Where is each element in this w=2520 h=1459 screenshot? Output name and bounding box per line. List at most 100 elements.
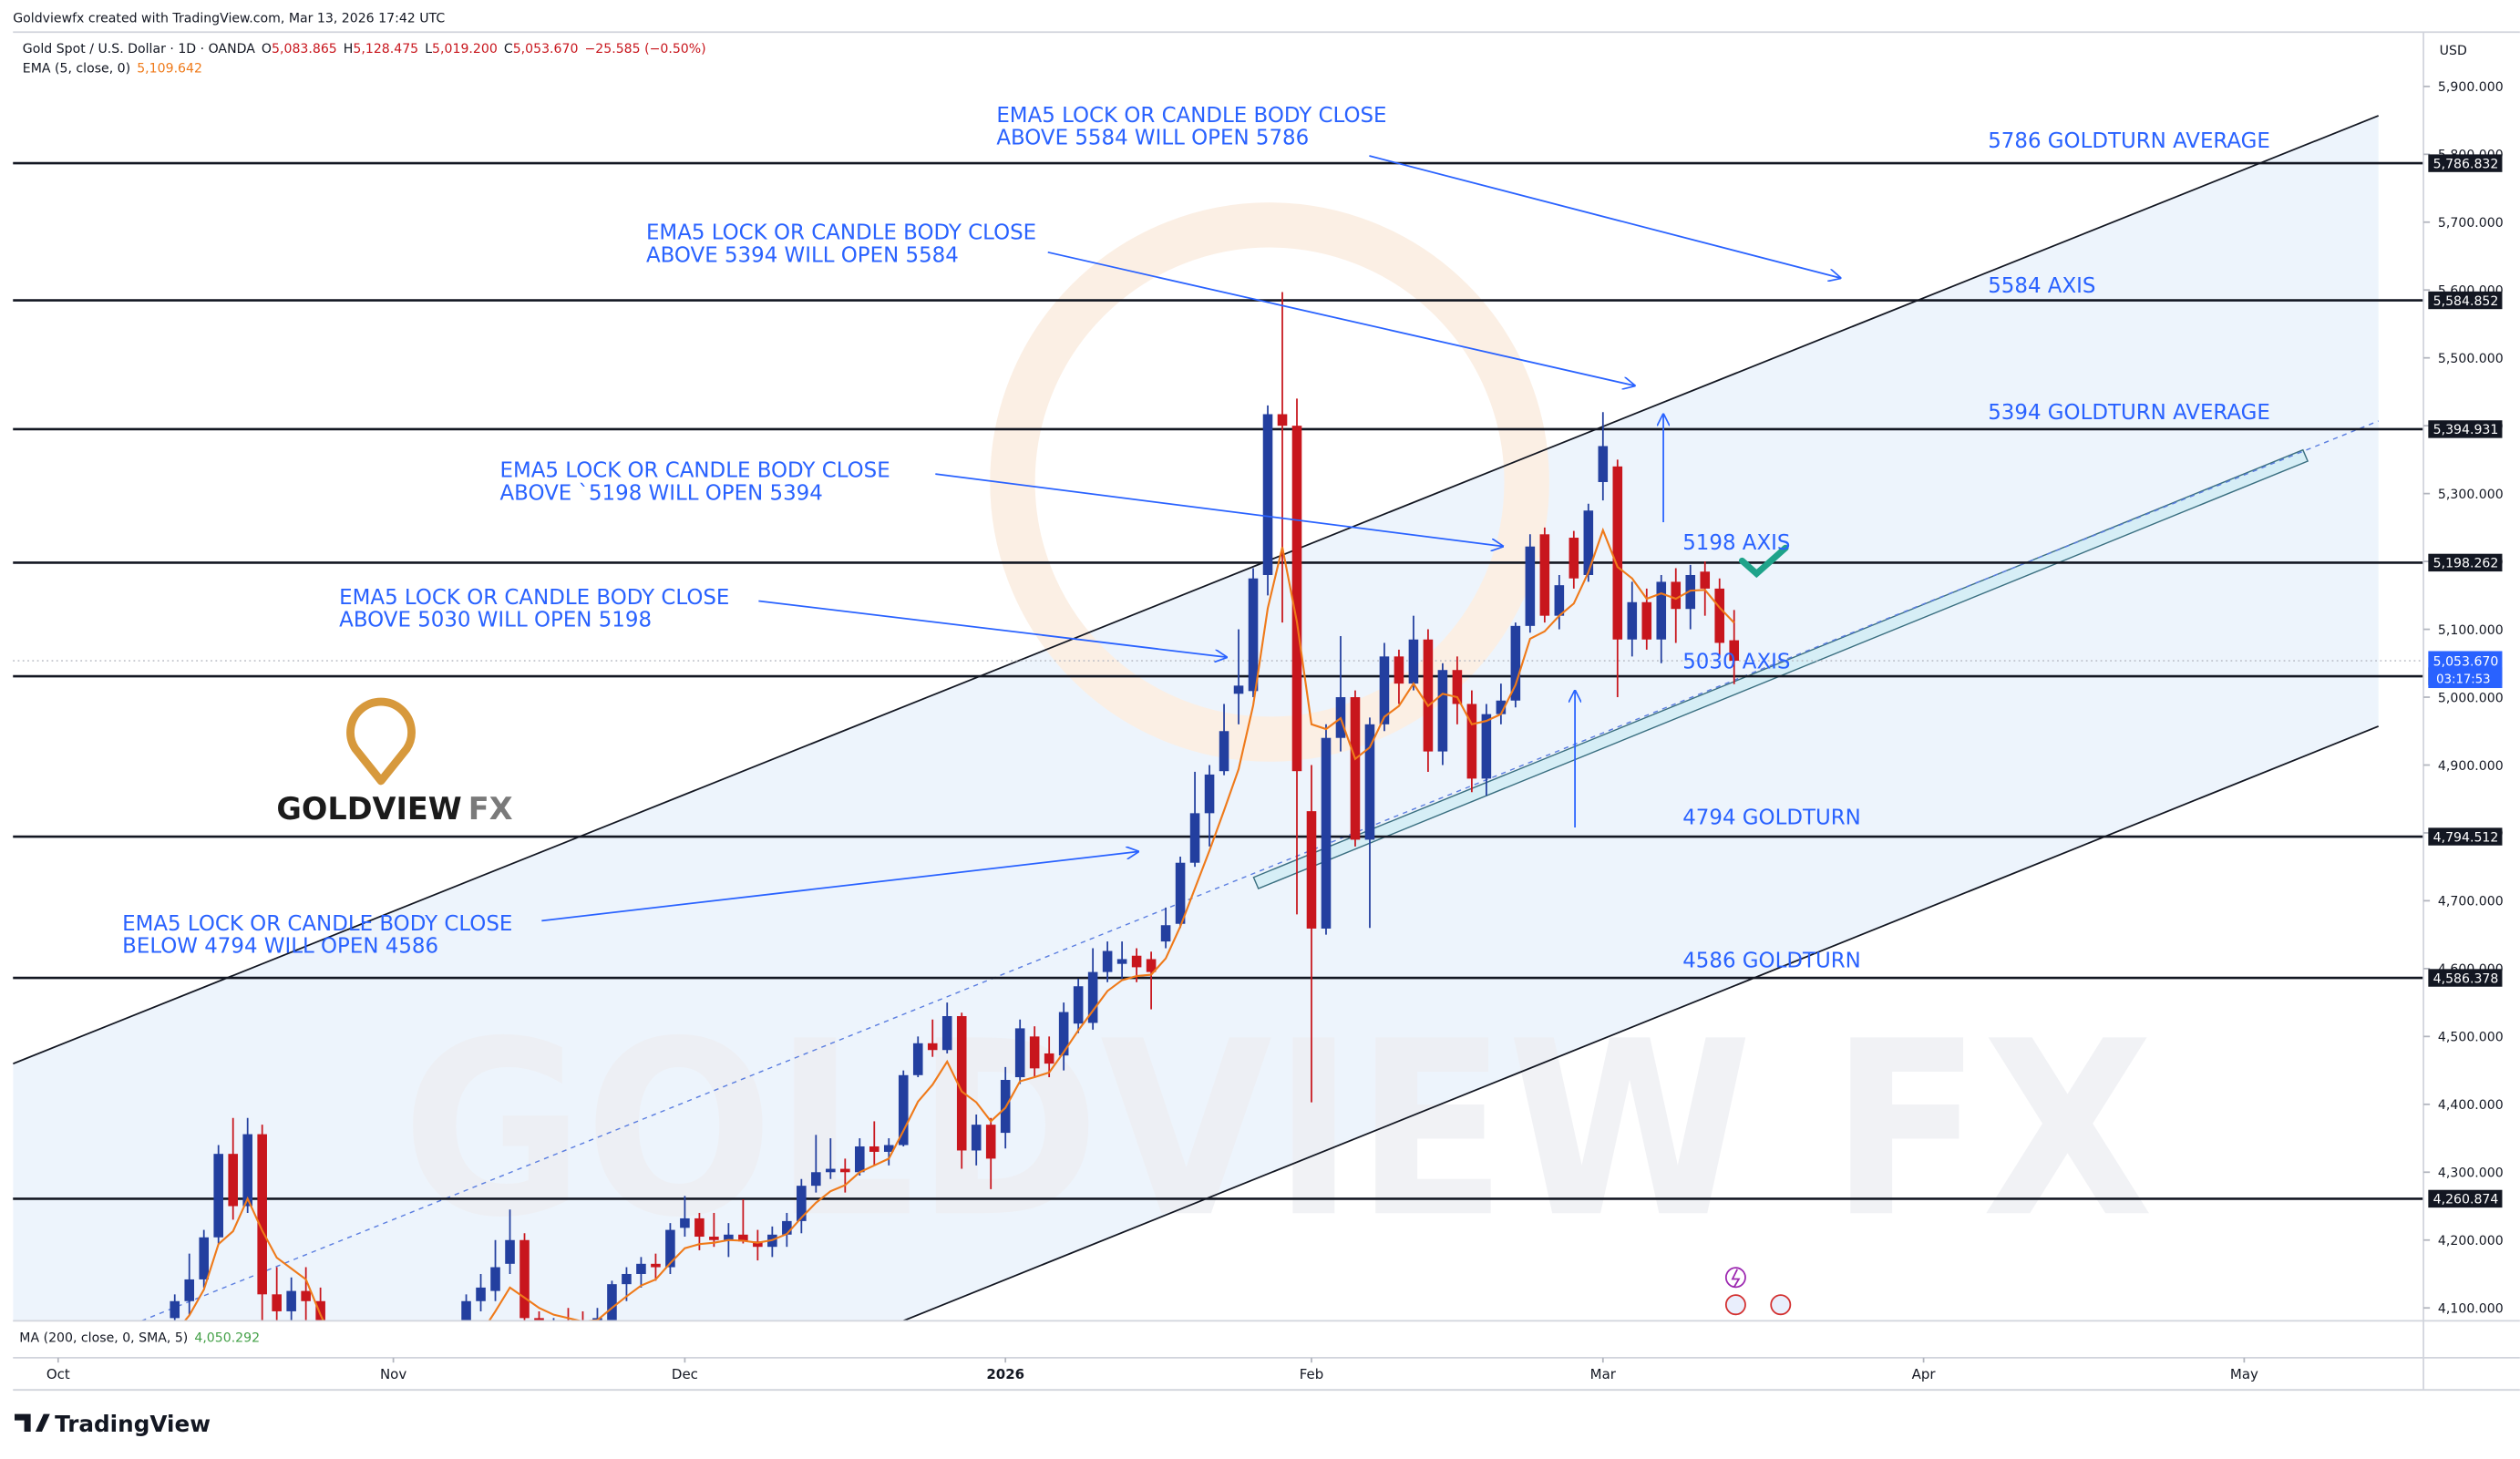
level-label-box — [2428, 553, 2503, 572]
candle-body — [1627, 601, 1638, 640]
candle-body — [1116, 959, 1127, 964]
candle-body — [912, 1043, 923, 1075]
candle-body — [738, 1234, 748, 1242]
candle-body — [199, 1237, 210, 1279]
ema-label: EMA (5, close, 0) — [23, 61, 130, 76]
level-label: 4,260.874 — [2433, 1193, 2499, 1207]
x-tick-label: Feb — [1300, 1366, 1324, 1382]
candle-body — [1671, 581, 1682, 610]
x-tick-label: Mar — [1590, 1366, 1617, 1382]
candle-body — [797, 1186, 807, 1221]
candle-body — [1102, 950, 1113, 972]
y-tick-label: 4,200.000 — [2438, 1234, 2504, 1248]
candle-body — [1423, 639, 1434, 752]
level-label-box — [2428, 291, 2503, 310]
candle-body — [941, 1016, 952, 1051]
ema-line — [183, 527, 1735, 1321]
candle-body — [1175, 862, 1186, 924]
annotation: EMA5 LOCK OR CANDLE BODY CLOSE — [646, 221, 1036, 245]
candle-body — [1160, 925, 1171, 942]
candle-body — [301, 1290, 311, 1301]
level-label: 4,794.512 — [2433, 830, 2499, 845]
candles — [170, 292, 1740, 1321]
annotation: ABOVE 5584 WILL OPEN 5786 — [996, 127, 1309, 150]
candle-body — [534, 1318, 544, 1321]
logo-word: GOLDVIEW — [276, 791, 461, 827]
symbol-legend: Gold Spot / U.S. Dollar · 1D · OANDA O5,0… — [23, 42, 706, 57]
event-icons — [1724, 1267, 1792, 1316]
candle-body — [1554, 585, 1565, 616]
candle-body — [1496, 700, 1507, 714]
candle-body — [694, 1218, 705, 1238]
candle-body — [1700, 571, 1711, 589]
candle-body — [811, 1172, 821, 1187]
level-label-box — [2428, 154, 2503, 172]
candle-body — [1685, 574, 1696, 610]
candle-body — [1291, 426, 1302, 772]
candle-body — [956, 1016, 967, 1151]
candle-body — [651, 1263, 661, 1268]
level-label: 5,584.852 — [2433, 294, 2499, 309]
level-label-box — [2428, 827, 2503, 846]
y-tick-label: 4,700.000 — [2438, 895, 2504, 909]
y-tick-label: 4,400.000 — [2438, 1098, 2504, 1113]
candle-body — [1656, 581, 1667, 640]
candle-body — [1277, 414, 1288, 426]
ma-value: 4,050.292 — [194, 1331, 260, 1345]
candle-body — [1612, 466, 1623, 640]
level-note: 5198 AXIS — [1682, 531, 1790, 555]
footer-text: TradingView — [55, 1411, 211, 1437]
candle-body — [1539, 534, 1550, 616]
x-tick-label: Nov — [380, 1366, 406, 1382]
candle-body — [665, 1229, 675, 1268]
drawings — [541, 155, 1840, 922]
logo: GOLDVIEW FX — [276, 697, 513, 827]
y-tick-label: 5,900.000 — [2438, 80, 2504, 95]
ma-label: MA (200, close, 0, SMA, 5) — [19, 1331, 188, 1345]
candle-body — [840, 1168, 850, 1173]
event-icon — [1724, 1294, 1746, 1316]
channel-lower — [902, 725, 2380, 1321]
candle-body — [1569, 538, 1579, 579]
arrow — [758, 600, 1226, 657]
candle-body — [1525, 546, 1536, 626]
level-note: 5786 GOLDTURN AVERAGE — [1988, 129, 2270, 153]
event-icon — [1731, 1269, 1741, 1288]
candle-body — [883, 1145, 894, 1152]
candle-body — [1598, 446, 1609, 482]
y-tick-label: 5,700.000 — [2438, 216, 2504, 231]
y-tick-label: 4,500.000 — [2438, 1031, 2504, 1045]
watermark-ring — [990, 202, 1549, 762]
ohlc-value: 5,083.865 — [272, 42, 337, 57]
candle-body — [1394, 656, 1404, 684]
arrow — [1047, 251, 1635, 385]
annotations: EMA5 LOCK OR CANDLE BODY CLOSE ABOVE 558… — [122, 104, 2270, 972]
x-tick-label: Oct — [46, 1366, 70, 1382]
currency: USD — [2440, 44, 2467, 58]
candle-body — [184, 1279, 195, 1301]
candle-body — [971, 1125, 982, 1151]
candle-body — [1146, 959, 1157, 972]
candle-body — [985, 1125, 996, 1159]
candle-body — [1014, 1028, 1025, 1078]
ma-legend: MA (200, close, 0, SMA, 5) 4,050.292 — [19, 1331, 260, 1345]
plot-background: GOLDVIEW FX — [13, 115, 2380, 1321]
candle-body — [927, 1043, 938, 1051]
level-note: 5394 GOLDTURN AVERAGE — [1988, 401, 2270, 425]
level-label: 5,198.262 — [2433, 557, 2499, 571]
level-label-box — [2428, 420, 2503, 438]
annotation: BELOW 4794 WILL OPEN 4586 — [122, 935, 438, 959]
annotation: EMA5 LOCK OR CANDLE BODY CLOSE — [996, 104, 1386, 128]
candle-body — [242, 1134, 252, 1207]
candle-body — [519, 1239, 530, 1319]
candle-body — [1481, 714, 1492, 779]
x-tick-label: May — [2230, 1366, 2258, 1382]
ohlc-key: H — [344, 42, 354, 57]
candle-body — [1437, 670, 1448, 752]
price-axis: 4,100.000 4,200.000 4,300.000 4,400.000 4,50… — [46, 80, 2504, 1382]
candle-body — [1073, 986, 1084, 1024]
change: −25.585 (−0.50%) — [584, 42, 705, 57]
candle-body — [1321, 737, 1332, 929]
y-tick-label: 4,900.000 — [2438, 759, 2504, 774]
candle-body — [1058, 1012, 1069, 1056]
